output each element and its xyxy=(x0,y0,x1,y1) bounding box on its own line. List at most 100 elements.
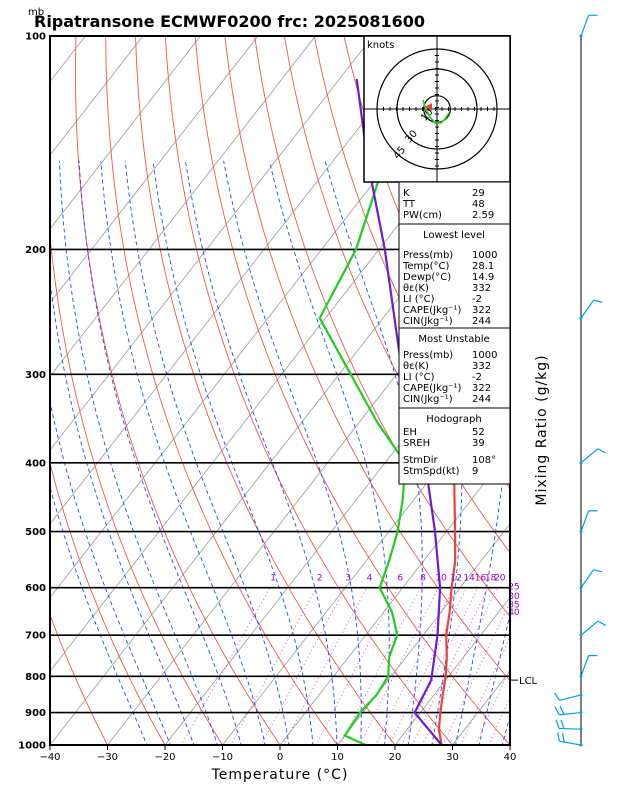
temperature-tick-label: 0 xyxy=(277,752,283,763)
lowest-level-row-value: 332 xyxy=(472,283,491,294)
wind-barb-flag xyxy=(557,732,560,742)
stability-indices: K 29 TT 48 PW(cm) 2.59 Lowest level Press(mb) 10… xyxy=(398,181,511,485)
mixing-ratio-label: 30 xyxy=(508,592,520,602)
mixing-ratio-line xyxy=(180,587,271,745)
dry-adiabat xyxy=(194,36,510,745)
wind-barb xyxy=(580,299,603,319)
mixing-ratio-line xyxy=(339,587,421,745)
lowest-level-row-value: -2 xyxy=(472,294,482,305)
hodograph-row-name: StmSpd(kt) xyxy=(403,466,460,477)
hodograph-row-name: EH xyxy=(403,427,417,438)
lowest-level-row-name: θε(K) xyxy=(403,283,429,294)
mixing-ratio-label: 20 xyxy=(494,574,506,584)
temperature-tick-label: −30 xyxy=(97,752,118,763)
moist-adiabat xyxy=(50,277,195,745)
dry-adiabat xyxy=(135,36,396,745)
dry-adiabat xyxy=(254,36,510,618)
pressure-tick-label: 200 xyxy=(25,245,46,256)
isotherm xyxy=(50,36,86,83)
index-name: TT xyxy=(402,199,416,210)
index-value: 29 xyxy=(472,188,485,199)
dewpoint-profile xyxy=(318,36,415,745)
wind-barb-flag xyxy=(554,692,561,701)
isotherm xyxy=(50,36,259,304)
mixing-ratio-label: 4 xyxy=(367,574,373,584)
most-unstable-row-value: 332 xyxy=(472,361,491,372)
lowest-level-row-name: Press(mb) xyxy=(403,250,453,261)
y-axis-label: Mixing Ratio (g/kg) xyxy=(534,354,550,505)
most-unstable-row-value: 244 xyxy=(472,394,491,405)
wind-barb-shaft xyxy=(580,15,590,37)
index-name: PW(cm) xyxy=(403,210,442,221)
most-unstable-row-name: LI (°C) xyxy=(403,372,435,383)
dry-adiabat xyxy=(283,36,510,554)
lowest-level-row-value: 244 xyxy=(472,316,491,327)
dry-adiabat xyxy=(50,231,224,745)
pressure-tick-label: 100 xyxy=(25,32,46,43)
wind-barb xyxy=(580,569,603,589)
hodograph-row-value: 39 xyxy=(472,438,485,449)
temperature-tick-label: 30 xyxy=(446,752,459,763)
isotherm xyxy=(394,596,510,745)
temperature-tick-label: −20 xyxy=(154,752,175,763)
pressure-unit: mb xyxy=(28,7,44,18)
mixing-ratio-label: 14 xyxy=(463,574,475,584)
dry-adiabat xyxy=(224,36,510,682)
mixing-ratio-label: 35 xyxy=(508,601,519,611)
hodograph-unit: knots xyxy=(367,40,394,51)
mixing-ratio-label: 3 xyxy=(345,574,351,584)
wind-barb-flag xyxy=(597,620,606,626)
lowest-level-row-value: 28.1 xyxy=(472,261,494,272)
lowest-level-row-value: 1000 xyxy=(472,250,497,261)
lowest-level-row-name: CIN(Jkg⁻¹) xyxy=(403,316,453,327)
pressure-tick-label: 700 xyxy=(25,631,46,642)
most-unstable-row-name: Press(mb) xyxy=(403,350,453,361)
most-unstable-row-name: θε(K) xyxy=(403,361,429,372)
mixing-ratio-line xyxy=(359,587,439,745)
storm-motion-marker xyxy=(425,103,432,111)
mixing-ratio-label: 1 xyxy=(270,574,276,584)
wind-barb-shaft xyxy=(580,569,595,589)
mixing-ratio-label: 8 xyxy=(420,574,426,584)
wind-barb xyxy=(580,448,606,464)
dry-adiabat xyxy=(492,36,510,82)
wind-barb xyxy=(555,719,582,730)
index-value: 48 xyxy=(472,199,485,210)
moist-adiabat xyxy=(59,160,218,745)
chart-title: Ripatransone ECMWF0200 frc: 2025081600 xyxy=(34,12,425,31)
wind-barb xyxy=(554,692,582,701)
mixing-ratio-line xyxy=(475,667,510,745)
hodograph-box xyxy=(398,407,511,485)
lowest-level-row-value: 322 xyxy=(472,305,491,316)
mixing-ratio-label: 25 xyxy=(508,582,519,592)
mixing-ratio-label: 40 xyxy=(508,608,520,618)
wind-barb-shaft xyxy=(580,299,595,319)
hodograph-row-value: 52 xyxy=(472,427,485,438)
isotherm xyxy=(50,36,144,156)
temperature-tick-label: 10 xyxy=(331,752,344,763)
isotherm xyxy=(509,744,510,745)
isotherm xyxy=(106,228,510,745)
wind-barb-shaft xyxy=(580,448,599,464)
temperature-tick-label: −10 xyxy=(212,752,233,763)
wind-barb-shaft xyxy=(558,727,582,730)
wind-barb-shaft xyxy=(580,510,590,532)
lowest-level-row-value: 14.9 xyxy=(472,272,494,283)
wind-barb xyxy=(557,732,582,746)
indices-box xyxy=(398,181,511,225)
moist-adiabat xyxy=(50,399,171,745)
dry-adiabat xyxy=(75,36,281,745)
wind-barb-shaft xyxy=(559,740,582,746)
dry-adiabat xyxy=(553,36,618,760)
dry-adiabat xyxy=(105,36,339,745)
wind-barb-flag xyxy=(593,299,603,303)
wind-barb-flag xyxy=(559,706,565,715)
hodograph-row-name: StmDir xyxy=(403,455,438,466)
moist-adiabat xyxy=(152,160,314,745)
wind-barb xyxy=(554,706,582,716)
temperature-axis: −40 −30 −20 −10 0 10 20 30 40 xyxy=(39,745,516,763)
hodograph-heading: Hodograph xyxy=(426,414,481,425)
mixing-ratio-label: 16 xyxy=(475,574,487,584)
lowest-level-box xyxy=(398,223,511,329)
